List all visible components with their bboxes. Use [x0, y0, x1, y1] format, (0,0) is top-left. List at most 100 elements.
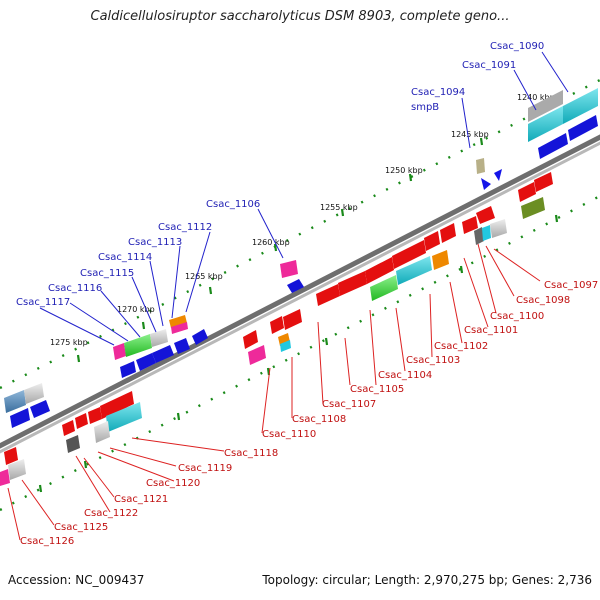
gene-feature [243, 330, 258, 349]
gene-feature [124, 334, 152, 357]
gene-label: Csac_1104 [378, 370, 432, 381]
kbp-label: 1265 kbp [185, 272, 223, 281]
gene-feature [338, 271, 367, 296]
gene-feature [528, 90, 563, 122]
backbone [0, 134, 600, 454]
gene-feature [150, 329, 168, 347]
gene-label: smpB [411, 102, 439, 113]
gene-label: Csac_1125 [54, 522, 108, 533]
gene-feature [192, 329, 208, 345]
gene-label: Csac_1107 [322, 399, 376, 410]
gene-label: Csac_1090 [490, 41, 544, 52]
gene-feature [75, 413, 88, 429]
gene-label: Csac_1115 [80, 268, 134, 279]
gene-feature [490, 219, 507, 238]
gene-feature [440, 223, 456, 243]
gene-feature [152, 345, 174, 363]
gene-label: Csac_1105 [350, 384, 404, 395]
bottom-gene-labels: Csac_1097 Csac_1098 Csac_1100 Csac_1101 … [20, 280, 598, 547]
gene-label: Csac_1118 [224, 448, 278, 459]
gene-label: Csac_1094 [411, 87, 465, 98]
kbp-label: 1240 kbp [517, 93, 555, 102]
kbp-label: 1250 kbp [385, 166, 423, 175]
kbp-label: 1270 kbp [117, 305, 155, 314]
gene-label: Csac_1100 [490, 311, 544, 322]
gene-label: Csac_1108 [292, 414, 346, 425]
gene-feature [171, 322, 188, 334]
gene-label: Csac_1119 [178, 463, 232, 474]
gene-feature [494, 169, 502, 181]
gene-feature [563, 88, 598, 124]
gene-feature [100, 391, 134, 419]
gene-feature [113, 343, 126, 360]
gene-feature [24, 383, 44, 404]
gene-label: Csac_1101 [464, 325, 518, 336]
kbp-label: 1245 kbp [451, 130, 489, 139]
gene-feature [136, 353, 156, 371]
gene-feature [270, 316, 284, 334]
gene-feature [365, 257, 394, 284]
gene-label: Csac_1091 [462, 60, 516, 71]
gene-feature [534, 172, 553, 192]
gene-feature [248, 345, 266, 365]
gene-feature [10, 408, 30, 428]
gene-feature [174, 338, 190, 354]
gene-label: Csac_1113 [128, 237, 182, 248]
gene-feature [392, 240, 426, 269]
gene-feature [424, 231, 440, 251]
gene-feature [120, 361, 136, 378]
gene-label: Csac_1097 [544, 280, 598, 291]
kbp-label: 1260 kbp [252, 238, 290, 247]
kbp-labels: 1240 kbp 1245 kbp 1250 kbp 1255 kbp 1260… [50, 93, 555, 347]
gene-feature [474, 227, 484, 245]
gene-label: Csac_1121 [114, 494, 168, 505]
gene-label: Csac_1103 [406, 355, 460, 366]
gene-feature [538, 133, 568, 159]
gene-feature [482, 225, 491, 241]
gene-feature [8, 459, 26, 480]
gene-feature [0, 469, 10, 486]
gene-feature [396, 256, 432, 285]
gene-label: Csac_1106 [206, 199, 260, 210]
gene-feature [283, 309, 302, 330]
gene-feature [481, 178, 491, 190]
gene-label: Csac_1122 [84, 508, 138, 519]
gene-label: Csac_1117 [16, 297, 70, 308]
gene-label: Csac_1098 [516, 295, 570, 306]
top-leader-lines [39, 51, 569, 346]
kbp-label: 1275 kbp [50, 338, 88, 347]
gene-label: Csac_1102 [434, 341, 488, 352]
gene-feature [62, 420, 75, 436]
bottom-leader-lines [7, 243, 541, 541]
gene-label: Csac_1120 [146, 478, 200, 489]
gene-feature [528, 106, 563, 142]
reverse-genes [0, 172, 553, 486]
gene-feature [88, 407, 102, 424]
gene-feature [568, 115, 598, 141]
gene-label: Csac_1112 [158, 222, 212, 233]
gene-label: Csac_1126 [20, 536, 74, 547]
gene-feature [462, 216, 478, 234]
accession-text: Accession: NC_009437 [8, 573, 145, 587]
gene-label: Csac_1116 [48, 283, 102, 294]
gene-feature [476, 158, 485, 174]
scale-ruler-bottom [0, 194, 600, 512]
gene-feature [66, 435, 80, 453]
gene-feature [94, 421, 110, 443]
gene-feature [316, 284, 340, 306]
top-gene-labels: Csac_1090 Csac_1091 Csac_1094 smpB Csac_… [16, 41, 544, 308]
gene-feature [169, 315, 187, 328]
forward-genes [4, 88, 598, 428]
gene-feature [521, 197, 545, 219]
genome-summary-text: Topology: circular; Length: 2,970,275 bp… [262, 573, 592, 587]
gene-feature [518, 182, 536, 202]
gene-feature [106, 402, 142, 432]
gene-feature [476, 206, 495, 224]
gene-label: Csac_1110 [262, 429, 316, 440]
gene-feature [432, 250, 449, 270]
gene-feature [280, 340, 291, 352]
kbp-label: 1255 kbp [320, 203, 358, 212]
gene-feature [280, 260, 298, 278]
scale-ruler-top [0, 78, 600, 390]
